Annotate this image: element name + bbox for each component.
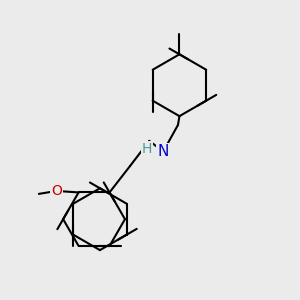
Text: N: N [158,144,169,159]
Text: H: H [142,142,152,155]
Text: O: O [51,184,62,198]
